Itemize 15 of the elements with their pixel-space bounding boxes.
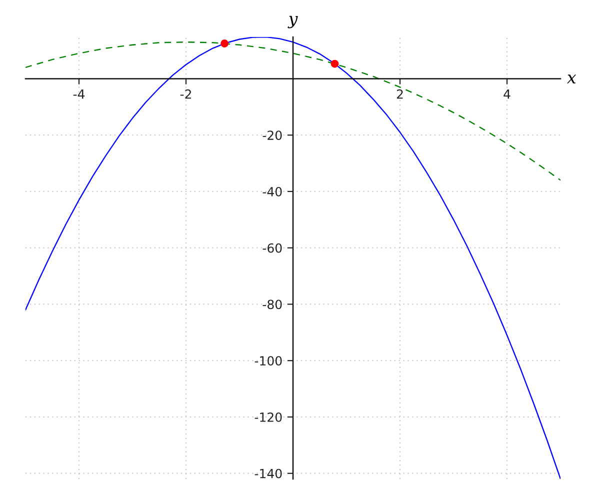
line-series — [26, 41, 561, 181]
y-tick-label: -120 — [254, 412, 282, 422]
y-tick-label: -20 — [262, 130, 282, 140]
y-tick-label: -100 — [254, 356, 282, 366]
x-tick-label: -4 — [73, 90, 85, 99]
x-tick-label: 2 — [396, 89, 403, 99]
y-axis-title: y — [288, 16, 298, 28]
y-tick-label: -140 — [254, 468, 282, 478]
y-tick-label: -60 — [262, 243, 282, 253]
line-series — [26, 37, 561, 479]
x-tick-label: 4 — [504, 90, 510, 99]
x-tick-label: -2 — [180, 89, 191, 99]
x-axis-title: x — [566, 74, 576, 84]
y-tick-label: -80 — [262, 300, 282, 310]
y-tick-label: -40 — [262, 186, 282, 196]
